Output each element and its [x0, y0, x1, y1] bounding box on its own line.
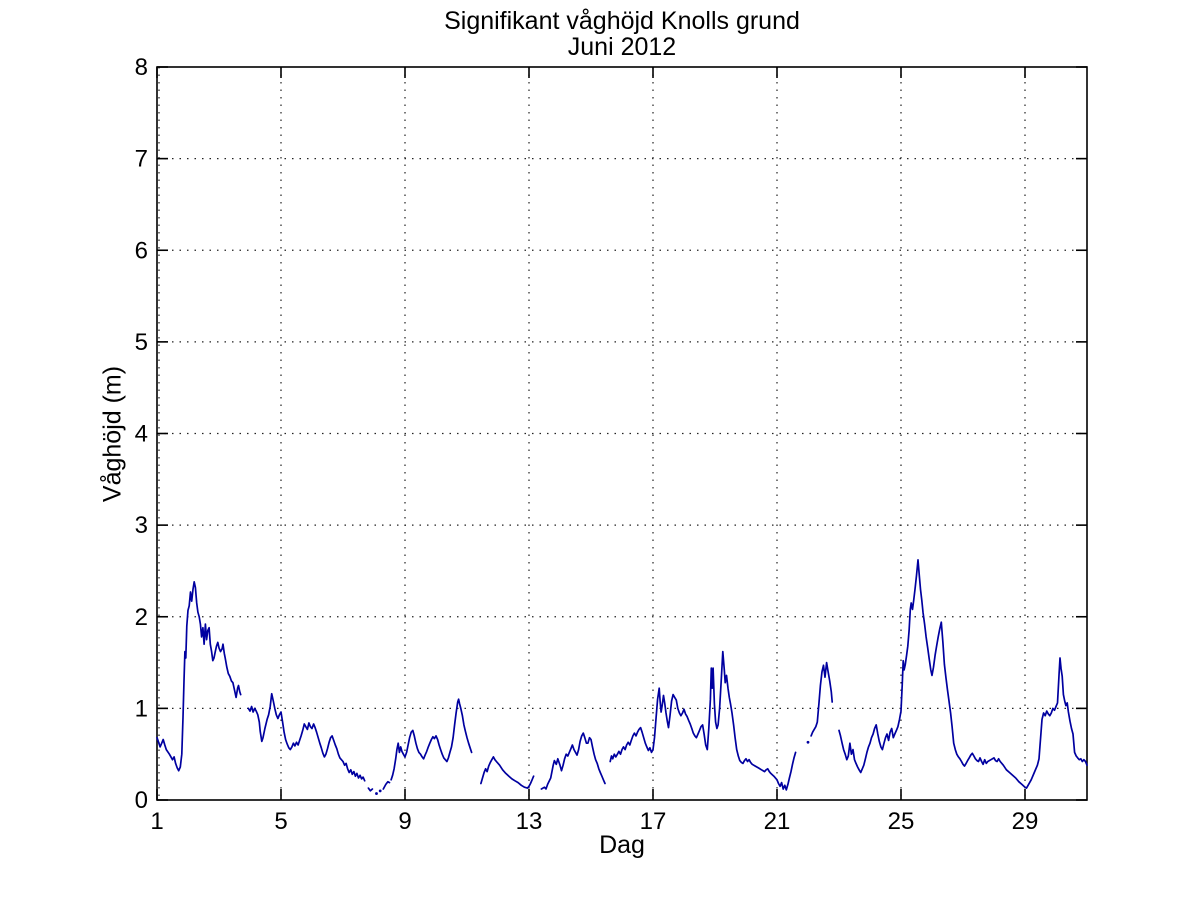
- y-tick-label: 4: [135, 421, 148, 448]
- y-tick-label: 1: [135, 695, 148, 722]
- x-tick-label: 9: [398, 808, 411, 835]
- x-tick-label: 25: [888, 808, 915, 835]
- x-tick-label: 29: [1012, 808, 1039, 835]
- chart-subtitle: Juni 2012: [567, 33, 677, 61]
- x-tick-label: 5: [274, 808, 287, 835]
- wave-height-point: [806, 740, 810, 744]
- chart-title: Signifikant våghöjd Knolls grund: [444, 7, 800, 35]
- y-tick-label: 8: [135, 54, 148, 81]
- x-tick-label: 13: [516, 808, 543, 835]
- x-tick-label: 17: [640, 808, 667, 835]
- wave-height-point: [375, 792, 378, 795]
- y-tick-label: 6: [135, 237, 148, 264]
- y-tick-label: 5: [135, 329, 148, 356]
- y-tick-label: 2: [135, 604, 148, 631]
- wave-height-point: [378, 789, 382, 793]
- wave-height-line: [156, 559, 1088, 792]
- x-axis-label: Dag: [599, 831, 645, 859]
- y-tick-label: 3: [135, 512, 148, 539]
- x-tick-label: 1: [150, 808, 163, 835]
- y-tick-label: 0: [135, 787, 148, 814]
- y-axis-label: Våghöjd (m): [98, 365, 127, 503]
- x-tick-label: 21: [764, 808, 791, 835]
- y-tick-label: 7: [135, 146, 148, 173]
